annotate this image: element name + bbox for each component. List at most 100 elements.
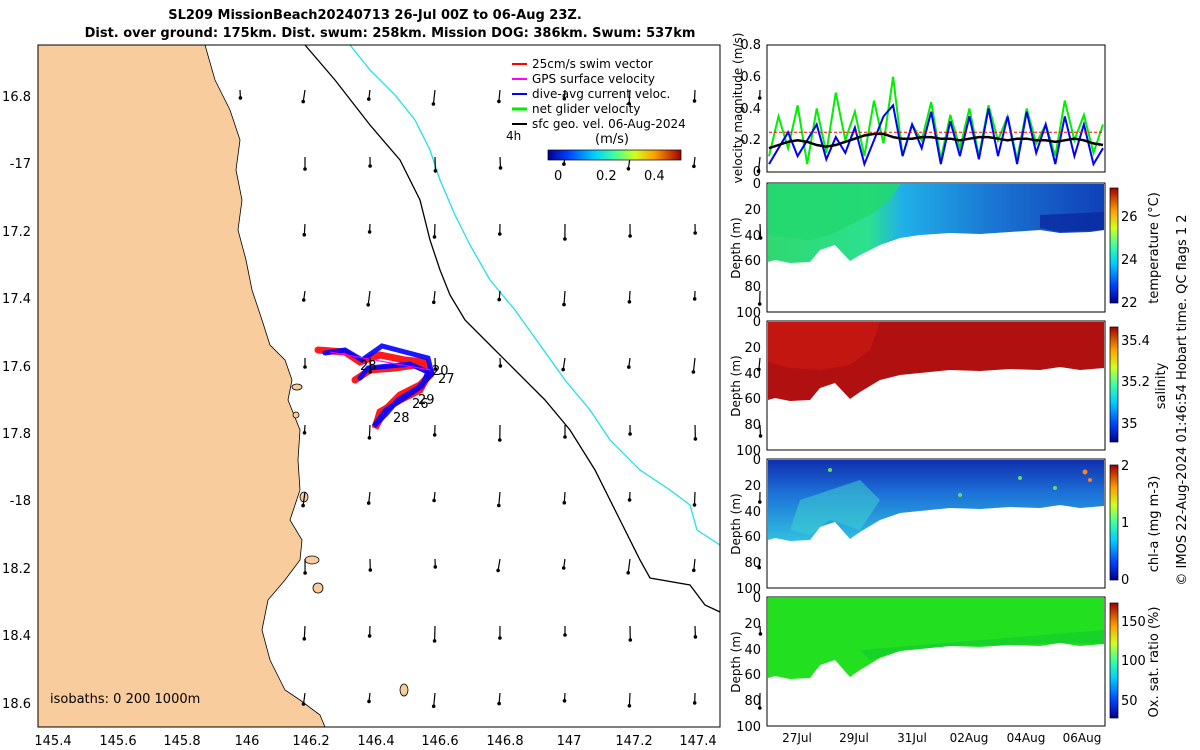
velocity-arrow-head xyxy=(627,300,632,304)
velocity-arrow xyxy=(499,156,502,168)
velocity-arrow-head xyxy=(432,235,437,239)
isobaths-label: isobaths: 0 200 1000m xyxy=(50,692,200,707)
legend-gps-velocity: GPS surface velocity xyxy=(532,72,655,86)
velocity-arrow-head xyxy=(498,232,502,236)
velocity-arrow-head xyxy=(301,298,306,302)
cbar-tick: 26 xyxy=(1121,210,1138,225)
plot-title-line2: Dist. over ground: 175km. Dist. swum: 25… xyxy=(84,26,696,41)
depth-tick: 40 xyxy=(744,505,761,520)
velocity-arrow xyxy=(303,625,306,639)
velocity-arrow-head xyxy=(433,565,438,569)
map-panel: 20 27 29 26 28 28 25cm/s swim vector GPS… xyxy=(2,44,763,749)
depth-tick: 60 xyxy=(744,530,761,545)
depth-tick: 80 xyxy=(744,280,761,295)
velocity-arrow-head xyxy=(561,367,565,372)
velocity-arrow-head xyxy=(498,438,502,442)
velocity-arrow-head xyxy=(302,232,307,237)
velocity-arrow-head xyxy=(692,701,697,705)
depth-tick: 40 xyxy=(744,367,761,382)
cbar-tick: 100 xyxy=(1121,654,1146,669)
velocity-arrow-head xyxy=(563,237,567,241)
cbar-tick: 50 xyxy=(1121,694,1138,709)
cbar-tick: 0 xyxy=(1121,573,1129,588)
velocity-arrow xyxy=(302,692,306,705)
depth-tick: 60 xyxy=(744,668,761,683)
y-tick: 16.8 xyxy=(2,90,31,105)
velocity-arrow-head xyxy=(758,706,762,710)
cbar-label: Ox. sat. ratio (%) xyxy=(1147,607,1162,718)
map-legend: 25cm/s swim vector GPS surface velocity … xyxy=(506,57,686,147)
depth-tick: 0 xyxy=(753,591,761,606)
map-colorbar: 0 0.2 0.4 xyxy=(547,149,682,184)
cbar-tick: 35.2 xyxy=(1121,375,1150,390)
velocity-arrow-head xyxy=(758,434,763,438)
x-tick: 147 xyxy=(557,734,582,749)
velocity-arrow-head xyxy=(692,503,697,507)
velocity-arrow xyxy=(758,357,761,370)
velocity-arrow xyxy=(367,290,371,305)
velocity-arrow xyxy=(433,692,436,707)
velocity-arrow xyxy=(433,290,436,303)
y-tick: 17.8 xyxy=(2,427,31,442)
velocity-arrow-head xyxy=(238,96,243,100)
map-y-ticks: 16.8 -17 17.2 17.4 17.6 17.8 -18 18.2 18… xyxy=(2,90,31,712)
depth-tick: 100 xyxy=(736,306,761,321)
velocity-arrow-head xyxy=(692,568,696,573)
depth-label: Depth (m) xyxy=(729,217,743,278)
x-tick: 146.2 xyxy=(292,734,329,749)
time-tick: 27Jul xyxy=(782,731,812,745)
velocity-series xyxy=(768,76,1104,168)
velocity-arrow xyxy=(563,290,566,305)
velocity-arrow xyxy=(628,692,631,706)
x-tick: 146.4 xyxy=(357,734,394,749)
velocity-arrow xyxy=(562,357,566,370)
velocity-arrow-head xyxy=(757,367,761,372)
y-tick: 18.2 xyxy=(2,562,31,577)
isobath-200m xyxy=(304,45,720,613)
velocity-arrow-head xyxy=(367,97,371,101)
velocity-arrow xyxy=(693,89,696,101)
velocity-arrow xyxy=(692,357,696,373)
isobath-1000m xyxy=(349,45,720,546)
velocity-arrow-head xyxy=(433,169,438,173)
velocity-arrow-head xyxy=(497,297,502,302)
y-tick: -18 xyxy=(10,494,31,509)
temperature-warm-layer xyxy=(768,184,900,240)
velocity-arrow-head xyxy=(693,231,697,235)
velocity-arrow-head xyxy=(692,164,696,169)
velocity-arrow-head xyxy=(758,632,763,636)
velocity-arrow-head xyxy=(691,370,696,374)
depth-tick: 60 xyxy=(744,254,761,269)
velocity-panel: 0 0.2 0.4 0.6 0.8 velocity magnitude (m/… xyxy=(731,33,1106,183)
depth-tick: 20 xyxy=(744,341,761,356)
depth-tick: 80 xyxy=(744,694,761,709)
salinity-panel: 0 20 40 60 80 100 Depth (m) 35 35.2 35.4… xyxy=(729,315,1169,459)
velocity-arrow-head xyxy=(302,637,307,641)
velocity-arrow-head xyxy=(432,433,437,437)
time-tick: 31Jul xyxy=(897,731,927,745)
y-tick: -17 xyxy=(10,157,31,172)
velocity-arrow-head xyxy=(301,702,306,706)
velocity-arrow-head xyxy=(756,169,761,173)
velocity-arrow xyxy=(628,89,631,104)
velocity-arrow-head xyxy=(626,167,631,171)
velocity-arrow-head xyxy=(497,99,501,104)
cbar-tick: 22 xyxy=(1121,296,1138,311)
depth-label: Depth (m) xyxy=(729,355,743,416)
x-tick: 145.4 xyxy=(34,734,71,749)
velocity-arrow-head xyxy=(627,498,632,502)
velocity-arrow-head xyxy=(303,167,307,171)
cbar-tick: 35.4 xyxy=(1121,334,1150,349)
velocity-arrow-head xyxy=(431,704,436,709)
velocity-arrow-head xyxy=(498,364,503,368)
velocity-arrow-head xyxy=(628,234,632,238)
velocity-arrow-head xyxy=(303,571,307,575)
velocity-arrow xyxy=(302,89,306,102)
time-tick: 06Aug xyxy=(1063,731,1102,745)
glider-track xyxy=(314,343,435,430)
velocity-arrow-head xyxy=(626,571,630,575)
velocity-arrow-head xyxy=(757,302,762,306)
velocity-arrow-head xyxy=(497,503,501,508)
cbar-label: salinity xyxy=(1154,362,1169,409)
depth-label: Depth (m) xyxy=(729,493,743,554)
